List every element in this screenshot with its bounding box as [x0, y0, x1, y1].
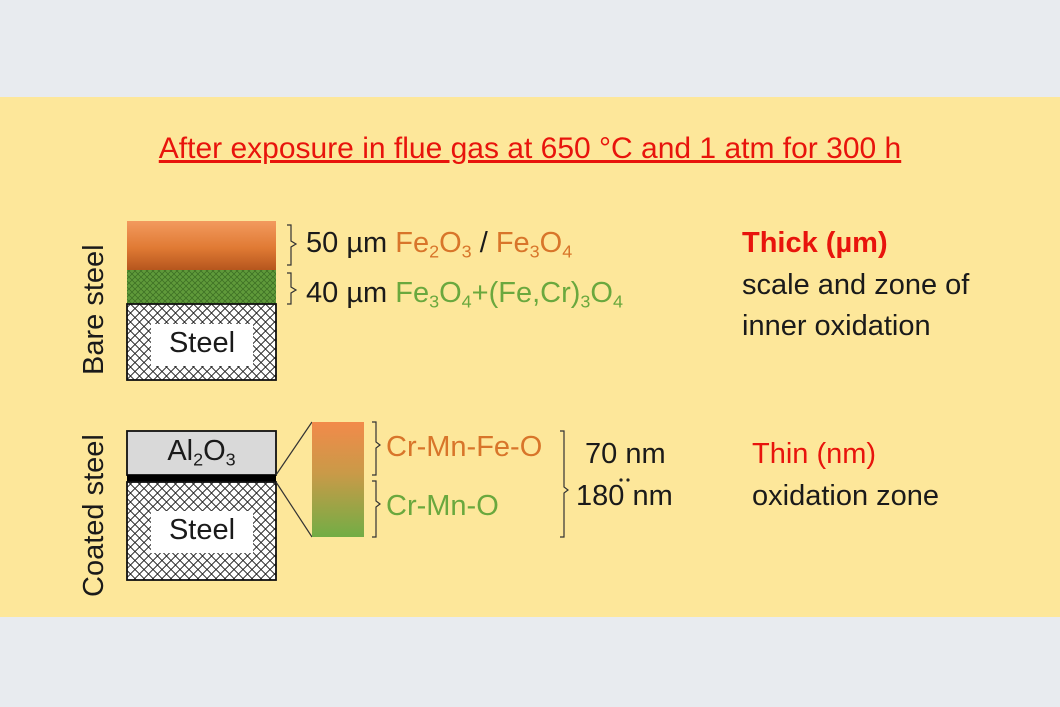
bracket-total-zone	[560, 430, 569, 538]
fe2o3-formula: Fe2O3	[395, 227, 472, 262]
stray-dot	[626, 478, 630, 482]
stray-dot	[619, 478, 623, 482]
bracket-inner-zone	[372, 480, 381, 538]
fe3o4-formula: Fe3O4	[495, 227, 573, 262]
phase-separator: /	[471, 227, 496, 259]
bare-result-line2: inner oxidation	[742, 310, 931, 342]
diagram-panel: After exposure in flue gas at 650 °C and…	[0, 97, 1060, 617]
bare-steel-label: Steel	[168, 327, 236, 359]
coated-steel-stack	[126, 430, 277, 581]
bracket-layer2	[287, 272, 298, 305]
layer2-label: 40 µm Fe3O4+(Fe,Cr)3O4	[306, 277, 623, 310]
bare-steel-stack	[126, 221, 277, 381]
bare-result-line1: scale and zone of	[742, 269, 970, 301]
fe-oxide-layer	[127, 221, 276, 270]
inner-zone-label: Cr-Mn-O	[386, 490, 499, 522]
al2o3-coating	[126, 430, 277, 476]
bracket-layer1	[287, 224, 298, 266]
coated-result-line1: oxidation zone	[752, 480, 940, 512]
layer2-thickness: 40 µm	[306, 277, 388, 309]
oxidation-zone-line	[127, 475, 276, 482]
spinel-layer	[127, 270, 276, 304]
layer1-label: 50 µm Fe2O3 / Fe3O4	[306, 227, 572, 260]
coated-steel-label-bg	[151, 511, 253, 553]
outer-zone-label: Cr-Mn-Fe-O	[386, 431, 543, 463]
bare-result-heading: Thick (µm)	[742, 227, 888, 259]
coated-result-heading: Thin (nm)	[752, 438, 877, 470]
layer1-thickness: 50 µm	[306, 227, 388, 259]
diagram-graphics	[126, 221, 630, 581]
coated-steel-label: Steel	[168, 514, 236, 546]
diagram-title: After exposure in flue gas at 650 °C and…	[158, 132, 902, 165]
spinel-formula: Fe3O4+(Fe,Cr)3O4	[395, 277, 623, 312]
zoom-line-top	[275, 421, 313, 476]
zone-thickness-1: 70 nm	[585, 438, 666, 470]
zoom-line-bottom	[275, 481, 313, 538]
al2o3-label: Al2O3	[167, 435, 236, 470]
zone-thickness-2: 180 nm	[576, 480, 673, 512]
bare-steel-label-bg	[151, 324, 253, 366]
bracket-outer-zone	[372, 421, 381, 476]
zoomed-oxidation-zone	[312, 422, 364, 537]
